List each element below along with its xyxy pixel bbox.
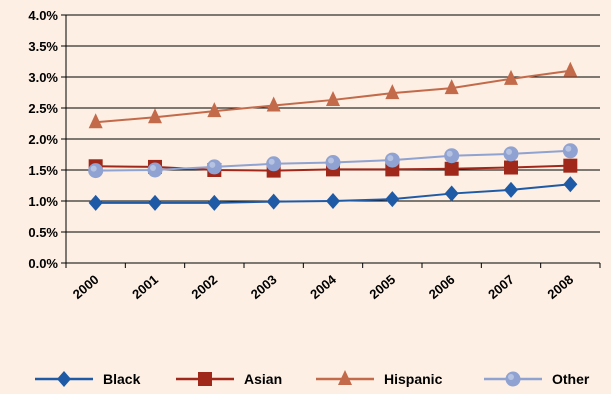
marker-highlight — [506, 148, 512, 155]
data-point-hispanic — [207, 102, 222, 118]
y-tick-label: 1.5% — [28, 163, 58, 178]
legend-label-other: Other — [552, 371, 590, 387]
data-point-other — [88, 163, 104, 179]
data-point-hispanic — [444, 79, 459, 95]
data-point-hispanic — [504, 69, 518, 85]
data-point-black — [385, 191, 400, 208]
marker-fill — [88, 163, 104, 179]
data-point-asian — [504, 160, 518, 175]
marker-fill — [444, 148, 460, 164]
data-point-asian — [563, 158, 578, 173]
marker-highlight — [209, 161, 216, 168]
y-tick-labels: 0.0% 0.5% 1.0% 1.5% 2.0% 2.5% 3.0% 3.5% 4.0% — [28, 8, 58, 271]
marker-fill — [325, 155, 341, 171]
data-point-other — [384, 152, 400, 168]
series-group — [88, 61, 578, 211]
data-point-other — [206, 159, 222, 175]
legend-label-asian: Asian — [244, 371, 282, 387]
data-point-hispanic — [563, 61, 578, 77]
marker-fill — [147, 162, 163, 178]
data-point-black — [88, 194, 103, 211]
marker-highlight — [508, 374, 514, 380]
marker-highlight — [268, 158, 275, 165]
data-point-black — [444, 185, 459, 202]
y-tick-label: 2.5% — [28, 101, 58, 116]
marker-fill — [206, 159, 222, 175]
legend-item-hispanic: Hispanic — [316, 370, 443, 387]
marker-highlight — [387, 155, 394, 162]
series-black — [88, 176, 578, 211]
legend-marker-other — [505, 371, 521, 387]
legend-item-asian: Asian — [176, 371, 282, 387]
data-point-other — [266, 156, 282, 172]
legend-label-black: Black — [103, 371, 141, 387]
data-point-other — [444, 148, 460, 164]
data-point-hispanic — [326, 90, 340, 106]
y-tick-label: 0.5% — [28, 225, 58, 240]
legend: Black Asian Hispanic Other — [35, 370, 590, 387]
y-tick-label: 3.5% — [28, 39, 58, 54]
marker-highlight — [446, 150, 453, 157]
legend-marker-hispanic — [338, 370, 352, 385]
y-tick-label: 0.0% — [28, 256, 58, 271]
y-tick-label: 2.0% — [28, 132, 58, 147]
marker-highlight — [90, 165, 97, 172]
series-hispanic — [88, 61, 578, 129]
y-tick-label: 4.0% — [28, 8, 58, 23]
axes — [61, 14, 601, 268]
legend-marker-asian — [198, 372, 212, 386]
legend-label-hispanic: Hispanic — [384, 371, 443, 387]
data-point-black — [207, 194, 222, 211]
data-point-other — [325, 155, 341, 171]
data-point-other — [503, 146, 519, 162]
marker-fill — [384, 152, 400, 168]
marker-fill — [503, 146, 519, 162]
series-other — [88, 143, 578, 179]
data-point-black — [266, 193, 281, 210]
data-point-other — [562, 143, 578, 159]
data-point-hispanic — [88, 113, 103, 129]
legend-marker-black — [57, 371, 71, 387]
marker-highlight — [150, 165, 156, 171]
data-point-black — [148, 194, 162, 211]
marker-highlight — [328, 157, 334, 164]
marker-fill — [505, 371, 521, 387]
data-point-hispanic — [385, 84, 400, 100]
y-tick-label: 1.0% — [28, 194, 58, 209]
legend-item-other: Other — [484, 371, 590, 387]
data-point-hispanic — [148, 108, 162, 124]
data-point-other — [147, 162, 163, 178]
data-point-black — [563, 176, 578, 193]
y-tick-label: 3.0% — [28, 70, 58, 85]
legend-item-black: Black — [35, 371, 141, 387]
data-point-black — [326, 193, 340, 209]
marker-fill — [266, 156, 282, 172]
marker-fill — [562, 143, 578, 159]
data-point-hispanic — [266, 96, 281, 112]
data-point-asian — [444, 161, 459, 176]
marker-highlight — [565, 145, 572, 152]
data-point-black — [504, 181, 518, 198]
